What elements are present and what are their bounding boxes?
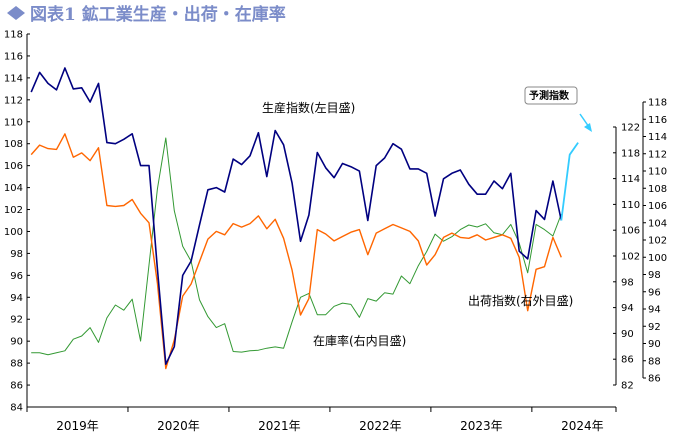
chart-title: 図表1 鉱工業生産・出荷・在庫率 <box>7 4 286 25</box>
left-axis-tick-label: 118 <box>4 30 23 41</box>
x-axis-year-label: 2023年 <box>460 419 503 433</box>
left-axis-tick-label: 110 <box>4 117 23 128</box>
inventory-annotation: 在庫率(右内目盛) <box>313 333 406 348</box>
forecast-series-line <box>560 142 579 221</box>
left-axis-tick-label: 102 <box>4 205 23 216</box>
left-axis-tick-label: 116 <box>4 51 23 62</box>
x-axis-year-label: 2020年 <box>157 419 200 433</box>
right-inner-axis-tick-label: 122 <box>621 123 640 134</box>
left-axis-tick-label: 98 <box>10 249 23 260</box>
right-inner-axis-tick-label: 118 <box>621 148 640 159</box>
right-outer-axis-tick-label: 96 <box>648 287 661 298</box>
left-axis-tick-label: 88 <box>10 359 23 370</box>
right-outer-axis-tick-label: 98 <box>648 270 661 281</box>
right-inner-axis-tick-label: 98 <box>621 277 634 288</box>
right-outer-axis-tick-label: 92 <box>648 322 661 333</box>
forecast-callout: 予測指数 <box>524 86 592 132</box>
chart-title-text: 図表1 鉱工業生産・出荷・在庫率 <box>30 4 286 25</box>
left-axis-tick-label: 114 <box>4 73 23 84</box>
right-outer-axis-tick-label: 110 <box>648 167 667 178</box>
forecast-arrow-head <box>584 123 592 132</box>
right-outer-axis-tick-label: 100 <box>648 253 667 264</box>
shipments-series-line <box>30 133 562 370</box>
right-inner-axis-tick-label: 82 <box>621 381 634 392</box>
right-inner-axis-tick-label: 110 <box>621 200 640 211</box>
right-inner-axis-tick-label: 94 <box>621 303 634 314</box>
left-axis-tick-label: 92 <box>10 315 23 326</box>
left-axis-tick-label: 86 <box>10 381 23 392</box>
series-layer <box>30 67 579 370</box>
left-axis-tick-label: 94 <box>10 293 23 304</box>
right-inner-axis-tick-label: 86 <box>621 355 634 366</box>
right-outer-axis-ticks: 86 88 90 92 94 96 98 100 102 104 106 108 110 112 114 11… <box>643 98 667 385</box>
right-outer-axis-tick-label: 90 <box>648 339 661 350</box>
right-inner-axis-tick-label: 114 <box>621 174 640 185</box>
right-outer-axis-tick-label: 116 <box>648 115 667 126</box>
left-axis-tick-label: 84 <box>10 403 23 414</box>
right-inner-axis-tick-label: 106 <box>621 226 640 237</box>
right-inner-axis-tick-label: 102 <box>621 252 640 263</box>
right-inner-axis-ticks: 82 86 90 94 98 102 106 110 114 118 122 <box>613 123 640 392</box>
left-axis-tick-label: 96 <box>10 271 23 282</box>
right-outer-axis-tick-label: 94 <box>648 305 661 316</box>
left-axis-tick-label: 100 <box>4 227 23 238</box>
x-axis-year-label: 2019年 <box>56 419 99 433</box>
right-outer-axis-tick-label: 108 <box>648 184 667 195</box>
left-axis-tick-label: 108 <box>4 139 23 150</box>
production-annotation: 生産指数(左目盛) <box>262 100 355 115</box>
x-axis-year-label: 2024年 <box>561 419 604 433</box>
forecast-callout-text: 予測指数 <box>529 89 570 102</box>
right-outer-axis-tick-label: 106 <box>648 201 667 212</box>
right-outer-axis-tick-label: 112 <box>648 149 667 160</box>
right-outer-axis-tick-label: 86 <box>648 374 661 385</box>
right-inner-axis-tick-label: 90 <box>621 329 634 340</box>
right-outer-axis-tick-label: 118 <box>648 98 667 109</box>
forecast-callout-box <box>524 86 578 105</box>
left-axis-ticks: 84 86 88 90 92 94 96 98 100 102 104 106 108 110 112 114… <box>4 30 30 414</box>
inventory-series-line <box>31 137 562 356</box>
title-diamond-icon <box>7 6 25 20</box>
left-axis-tick-label: 112 <box>4 95 23 106</box>
x-axis-year-label: 2022年 <box>359 419 402 433</box>
production-series-line <box>30 67 563 366</box>
right-outer-axis-tick-label: 88 <box>648 356 661 367</box>
x-axis-ticks: 2019年 2020年 2021年 2022年 2023年 2024年 <box>26 407 617 433</box>
right-outer-axis-tick-label: 114 <box>648 132 667 143</box>
left-axis-tick-label: 104 <box>4 183 23 194</box>
right-outer-axis-tick-label: 102 <box>648 236 667 247</box>
left-axis-tick-label: 90 <box>10 337 23 348</box>
shipments-annotation: 出荷指数(右外目盛) <box>468 293 573 308</box>
x-axis-year-label: 2021年 <box>258 419 301 433</box>
left-axis-tick-label: 106 <box>4 161 23 172</box>
right-outer-axis-tick-label: 104 <box>648 218 667 229</box>
